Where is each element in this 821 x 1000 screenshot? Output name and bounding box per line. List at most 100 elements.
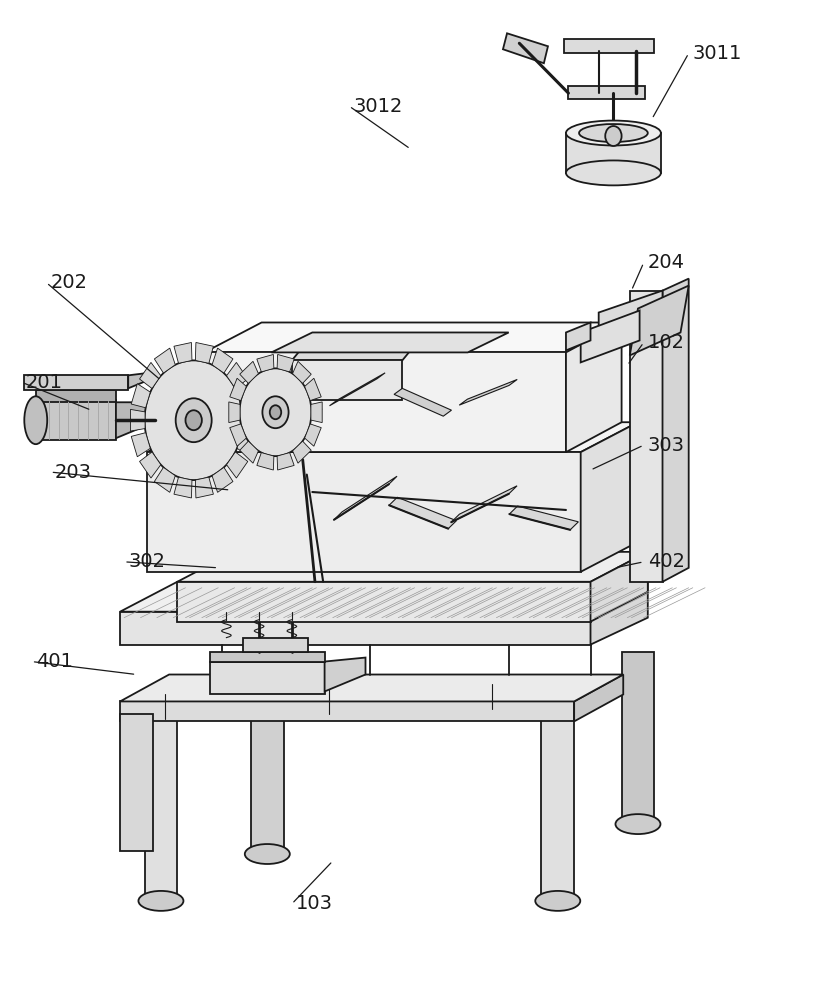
Circle shape — [263, 396, 289, 428]
Polygon shape — [580, 422, 638, 572]
Ellipse shape — [579, 124, 648, 142]
Polygon shape — [509, 506, 578, 530]
Polygon shape — [394, 388, 452, 416]
Polygon shape — [154, 467, 175, 492]
Polygon shape — [240, 361, 259, 383]
Polygon shape — [568, 86, 644, 99]
Polygon shape — [177, 582, 590, 622]
Polygon shape — [590, 552, 648, 622]
Polygon shape — [36, 400, 116, 440]
Polygon shape — [452, 486, 517, 522]
Text: 202: 202 — [50, 273, 88, 292]
Polygon shape — [210, 662, 324, 694]
Polygon shape — [630, 286, 689, 355]
Polygon shape — [389, 497, 456, 529]
Polygon shape — [195, 477, 213, 498]
Polygon shape — [120, 582, 648, 612]
Polygon shape — [154, 348, 175, 373]
Polygon shape — [277, 453, 294, 470]
Polygon shape — [503, 33, 548, 63]
Polygon shape — [566, 322, 621, 452]
Polygon shape — [204, 322, 621, 352]
Polygon shape — [566, 133, 661, 173]
Polygon shape — [36, 390, 116, 402]
Text: 302: 302 — [128, 552, 165, 571]
Polygon shape — [140, 452, 161, 478]
Polygon shape — [257, 354, 274, 372]
Polygon shape — [140, 362, 161, 389]
Polygon shape — [272, 332, 509, 352]
Polygon shape — [243, 638, 308, 652]
Polygon shape — [147, 422, 638, 452]
Circle shape — [144, 360, 243, 480]
Polygon shape — [131, 433, 150, 457]
Polygon shape — [131, 384, 150, 408]
Polygon shape — [292, 361, 311, 383]
Polygon shape — [459, 379, 517, 405]
Polygon shape — [564, 39, 654, 53]
Ellipse shape — [616, 814, 660, 834]
Text: 3011: 3011 — [693, 44, 742, 63]
Ellipse shape — [566, 160, 661, 185]
Polygon shape — [237, 433, 256, 457]
Circle shape — [176, 398, 212, 442]
Circle shape — [605, 126, 621, 146]
Polygon shape — [630, 291, 663, 582]
Polygon shape — [120, 714, 153, 851]
Polygon shape — [144, 714, 177, 899]
Ellipse shape — [139, 891, 183, 911]
Circle shape — [270, 405, 282, 419]
Polygon shape — [240, 441, 259, 463]
Polygon shape — [116, 402, 147, 438]
Polygon shape — [147, 452, 580, 572]
Polygon shape — [291, 360, 402, 400]
Polygon shape — [277, 354, 294, 372]
Polygon shape — [174, 477, 192, 498]
Text: 103: 103 — [296, 894, 333, 913]
Polygon shape — [292, 441, 311, 463]
Polygon shape — [177, 552, 648, 582]
Polygon shape — [251, 681, 284, 851]
Polygon shape — [230, 378, 246, 401]
Polygon shape — [257, 453, 274, 470]
Polygon shape — [229, 402, 240, 423]
Text: 401: 401 — [36, 652, 73, 671]
Polygon shape — [580, 311, 640, 362]
Polygon shape — [212, 467, 233, 492]
Ellipse shape — [566, 121, 661, 145]
Polygon shape — [311, 402, 322, 423]
Polygon shape — [590, 582, 648, 645]
Polygon shape — [663, 279, 689, 582]
Polygon shape — [621, 652, 654, 821]
Polygon shape — [230, 424, 246, 446]
Polygon shape — [227, 362, 248, 389]
Polygon shape — [329, 373, 385, 406]
Text: 3012: 3012 — [353, 97, 402, 116]
Polygon shape — [120, 675, 623, 701]
Polygon shape — [574, 675, 623, 721]
Text: 201: 201 — [26, 373, 63, 392]
Polygon shape — [227, 452, 248, 478]
Ellipse shape — [535, 891, 580, 911]
Polygon shape — [210, 652, 324, 662]
Polygon shape — [25, 375, 128, 390]
Text: 402: 402 — [648, 552, 685, 571]
Polygon shape — [242, 409, 257, 431]
Text: 102: 102 — [648, 333, 685, 352]
Polygon shape — [291, 340, 419, 360]
Polygon shape — [541, 714, 574, 899]
Polygon shape — [599, 291, 663, 352]
Polygon shape — [334, 476, 397, 520]
Circle shape — [186, 410, 202, 430]
Polygon shape — [566, 322, 590, 350]
Ellipse shape — [25, 396, 48, 444]
Polygon shape — [174, 342, 192, 363]
Polygon shape — [128, 372, 153, 388]
Polygon shape — [305, 378, 321, 401]
Ellipse shape — [245, 844, 290, 864]
Polygon shape — [120, 612, 590, 645]
Polygon shape — [195, 342, 213, 363]
Polygon shape — [305, 424, 321, 446]
Polygon shape — [237, 384, 256, 408]
Circle shape — [240, 368, 311, 456]
